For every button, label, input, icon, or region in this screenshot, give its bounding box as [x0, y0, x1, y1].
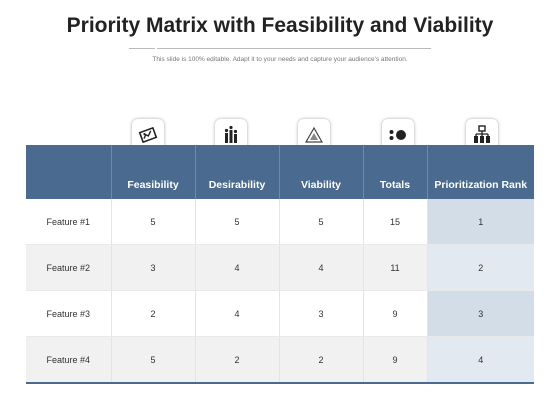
header-feasibility: Feasibility	[111, 145, 196, 199]
feasibility-score: 5	[111, 199, 196, 245]
viability-score: 4	[279, 244, 364, 291]
feasibility-score: 2	[111, 290, 196, 337]
total-score: 9	[363, 290, 428, 337]
header-viability: Viability	[279, 145, 364, 199]
feasibility-score: 3	[111, 244, 196, 291]
desirability-score: 2	[195, 336, 280, 384]
feature-name: Feature #3	[26, 290, 112, 337]
feature-name: Feature #2	[26, 244, 112, 291]
viability-score: 3	[279, 290, 364, 337]
title-rule-short	[129, 48, 155, 49]
table-row: Feature #1 5 5 5 15 1	[26, 199, 534, 245]
total-score: 9	[363, 336, 428, 384]
header-prioritization-rank: Prioritization Rank	[427, 145, 534, 199]
table-row: Feature #2 3 4 4 11 2	[26, 244, 534, 291]
feature-name: Feature #1	[26, 199, 112, 245]
table-header-row: Feasibility Desirability Viability Total…	[26, 145, 534, 199]
priority-rank: 2	[427, 244, 534, 291]
desirability-score: 5	[195, 199, 280, 245]
table-row: Feature #4 5 2 2 9 4	[26, 336, 534, 384]
table-row: Feature #3 2 4 3 9 3	[26, 290, 534, 337]
desirability-score: 4	[195, 290, 280, 337]
total-score: 15	[363, 199, 428, 245]
viability-score: 5	[279, 199, 364, 245]
slide-subtitle: This slide is 100% editable. Adapt it to…	[152, 56, 408, 63]
priority-rank: 4	[427, 336, 534, 384]
priority-rank: 3	[427, 290, 534, 337]
viability-score: 2	[279, 336, 364, 384]
priority-matrix-table: Feasibility Desirability Viability Total…	[26, 145, 534, 384]
total-score: 11	[363, 244, 428, 291]
header-feature	[26, 145, 112, 199]
feasibility-score: 5	[111, 336, 196, 384]
priority-rank: 1	[427, 199, 534, 245]
header-desirability: Desirability	[195, 145, 280, 199]
header-totals: Totals	[363, 145, 428, 199]
slide-title: Priority Matrix with Feasibility and Via…	[66, 14, 494, 37]
feature-name: Feature #4	[26, 336, 112, 384]
title-rule-long	[157, 48, 431, 49]
desirability-score: 4	[195, 244, 280, 291]
